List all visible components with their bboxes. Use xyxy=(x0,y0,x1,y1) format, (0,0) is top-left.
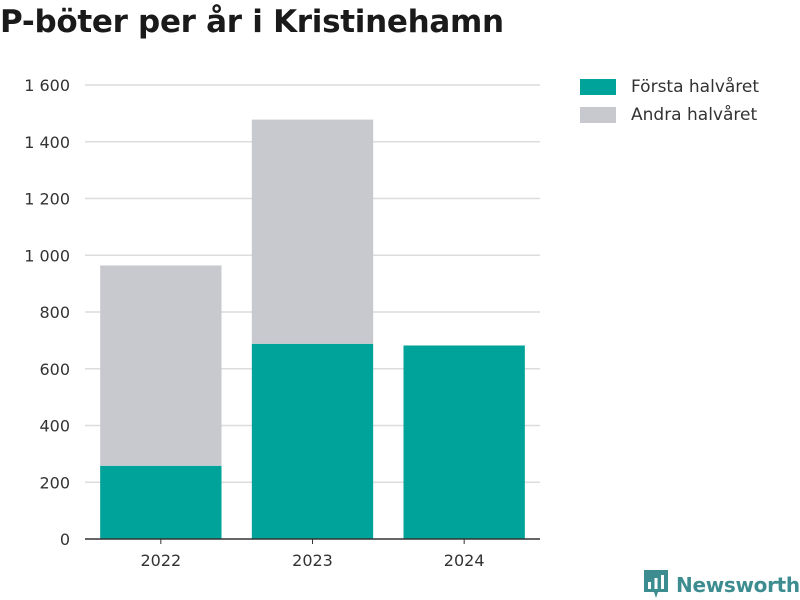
y-tick-label-200: 200 xyxy=(39,473,70,492)
y-tick-label-1400: 1 400 xyxy=(24,133,70,152)
bar-2024-series-0 xyxy=(403,345,525,539)
chart-title: P-böter per år i Kristinehamn xyxy=(0,4,504,40)
legend-swatch-first-half xyxy=(580,79,616,95)
legend-label-first-half: Första halvåret xyxy=(631,77,760,97)
y-tick-label-800: 800 xyxy=(39,303,70,322)
legend-item-first-half[interactable]: Första halvåret xyxy=(580,73,759,101)
brand-name: Newsworthy xyxy=(676,573,800,597)
legend: Första halvåret Andra halvåret xyxy=(580,73,759,129)
y-tick-label-1000: 1 000 xyxy=(24,246,70,265)
x-tick-label-2022: 2022 xyxy=(140,551,181,570)
x-tick-label-2023: 2023 xyxy=(292,551,333,570)
bar-chart-speech-bubble-icon xyxy=(644,570,668,598)
x-tick-label-2024: 2024 xyxy=(444,551,485,570)
legend-item-second-half[interactable]: Andra halvåret xyxy=(580,101,759,129)
y-tick-label-400: 400 xyxy=(39,417,70,436)
y-tick-label-1200: 1 200 xyxy=(24,190,70,209)
y-tick-label-0: 0 xyxy=(60,530,70,549)
legend-label-second-half: Andra halvåret xyxy=(631,105,758,125)
bar-2023-series-0 xyxy=(251,343,374,539)
bar-2022-series-1 xyxy=(100,265,222,466)
bar-2023-series-1 xyxy=(251,119,374,344)
y-tick-label-1600: 1 600 xyxy=(24,76,70,95)
brand-logo: Newsworthy xyxy=(644,570,800,600)
bar-2022-series-0 xyxy=(100,465,222,539)
y-tick-label-600: 600 xyxy=(39,360,70,379)
legend-swatch-second-half xyxy=(580,107,616,123)
